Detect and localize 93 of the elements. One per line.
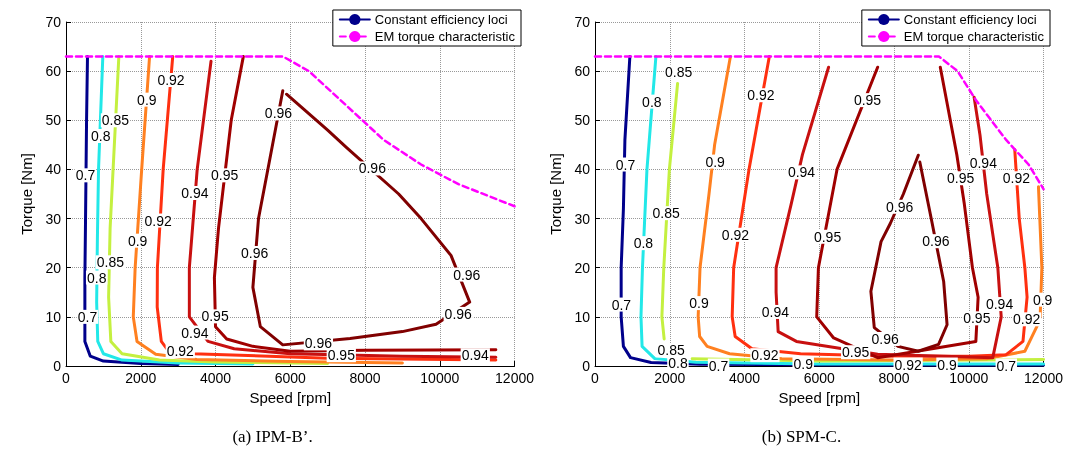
y-tick-label: 50 bbox=[45, 112, 62, 129]
annotation: 0.9 bbox=[689, 295, 709, 312]
text: (b) SPM-C. bbox=[761, 427, 842, 446]
x-tick-label: 12000 bbox=[1024, 370, 1064, 386]
annotation: 0.9 bbox=[793, 355, 814, 372]
annotation: 0.85 bbox=[96, 254, 125, 271]
y-tick-label: 10 bbox=[45, 308, 62, 325]
annotation: 0.7 bbox=[611, 296, 632, 313]
x-tick-label: 10000 bbox=[420, 370, 460, 386]
annotation: 0.95 bbox=[327, 347, 356, 364]
annotation: 0.8 bbox=[642, 93, 662, 110]
x-tick-label: 8000 bbox=[349, 370, 381, 386]
annotation: 0.96 bbox=[886, 198, 914, 215]
legend-label: EM torque characteristic bbox=[374, 29, 516, 44]
annotation: 0.92 bbox=[1012, 311, 1041, 328]
annotation: 0.96 bbox=[871, 330, 899, 347]
annotation: 0.8 bbox=[633, 235, 654, 252]
annotation: 0.7 bbox=[996, 357, 1017, 374]
annotation: 0.95 bbox=[813, 228, 842, 245]
annotation: 0.7 bbox=[77, 308, 98, 325]
legend-label: Constant efficiency loci bbox=[374, 12, 508, 27]
annotation: 0.94 bbox=[787, 164, 816, 181]
annotation: 0.95 bbox=[842, 344, 870, 361]
annotation: 0.96 bbox=[453, 266, 481, 283]
annotation: 0.94 bbox=[181, 185, 209, 202]
annotation: 0.7 bbox=[708, 357, 729, 374]
x-tick-label: 6000 bbox=[803, 370, 836, 386]
annotation: 0.94 bbox=[969, 154, 998, 171]
y-axis-title: Torque [Nm] bbox=[547, 153, 564, 235]
annotation: 0.92 bbox=[721, 226, 750, 243]
x-tick-label: 10000 bbox=[949, 370, 989, 386]
annotation: 0.85 bbox=[664, 63, 693, 80]
x-tick-label: 6000 bbox=[274, 370, 307, 386]
annotation: 0.92 bbox=[751, 347, 779, 364]
annotation: 0.94 bbox=[461, 347, 490, 364]
annotation: 0.85 bbox=[101, 112, 130, 129]
legend-label: Constant efficiency loci bbox=[903, 12, 1037, 27]
annotation: 0.95 bbox=[201, 308, 229, 325]
y-tick-label: 60 bbox=[574, 63, 591, 80]
annotation: 0.96 bbox=[358, 160, 387, 177]
y-tick-label: 0 bbox=[582, 358, 591, 374]
annotation: 0.96 bbox=[264, 105, 293, 122]
y-axis-title: Torque [Nm] bbox=[18, 153, 35, 235]
annotation: 0.94 bbox=[985, 296, 1014, 313]
annotation: 0.92 bbox=[166, 343, 195, 360]
annotation: 0.9 bbox=[937, 356, 957, 373]
y-tick-label: 40 bbox=[45, 161, 62, 178]
annotation: 0.92 bbox=[157, 71, 185, 88]
annotation: 0.95 bbox=[210, 167, 239, 184]
y-tick-label: 30 bbox=[45, 210, 62, 227]
legend-label: EM torque characteristic bbox=[903, 29, 1045, 44]
y-tick-label: 10 bbox=[574, 308, 591, 325]
x-tick-label: 2000 bbox=[654, 370, 686, 386]
annotation: 0.96 bbox=[922, 233, 950, 250]
x-tick-label: 12000 bbox=[495, 370, 535, 386]
annotation: 0.95 bbox=[963, 310, 991, 327]
annotation: 0.7 bbox=[75, 167, 96, 184]
annotation: 0.92 bbox=[894, 356, 922, 373]
y-tick-label: 20 bbox=[45, 259, 62, 276]
y-tick-label: 70 bbox=[45, 14, 62, 30]
annotation: 0.7 bbox=[615, 156, 636, 173]
annotation: 0.8 bbox=[86, 269, 107, 286]
x-tick-label: 4000 bbox=[728, 370, 761, 386]
annotation: 0.85 bbox=[652, 205, 680, 222]
annotation: 0.94 bbox=[181, 324, 209, 341]
y-tick-label: 0 bbox=[53, 358, 62, 374]
annotation: 0.94 bbox=[761, 303, 790, 320]
annotation: 0.96 bbox=[444, 305, 473, 322]
annotation: 0.8 bbox=[668, 354, 688, 371]
annotation: 0.9 bbox=[705, 153, 726, 170]
annotation: 0.95 bbox=[853, 92, 882, 109]
y-tick-label: 50 bbox=[574, 112, 591, 129]
annotation: 0.92 bbox=[1002, 170, 1031, 187]
annotation: 0.92 bbox=[144, 212, 172, 229]
x-tick-label: 8000 bbox=[878, 370, 910, 386]
x-tick-label: 4000 bbox=[199, 370, 232, 386]
x-tick-label: 2000 bbox=[125, 370, 157, 386]
y-tick-label: 70 bbox=[574, 14, 591, 30]
annotation: 0.96 bbox=[240, 244, 269, 261]
x-axis-title: Speed [rpm] bbox=[778, 389, 861, 406]
annotation: 0.9 bbox=[1032, 291, 1053, 308]
y-tick-label: 30 bbox=[574, 210, 591, 227]
y-tick-label: 60 bbox=[45, 63, 62, 80]
y-tick-label: 20 bbox=[574, 259, 591, 276]
x-axis-title: Speed [rpm] bbox=[249, 389, 332, 406]
annotation: 0.85 bbox=[657, 342, 686, 359]
annotation: 0.8 bbox=[91, 128, 111, 145]
annotation: 0.9 bbox=[137, 91, 157, 108]
annotation: 0.95 bbox=[946, 170, 975, 187]
y-tick-label: 40 bbox=[574, 161, 591, 178]
annotation: 0.92 bbox=[747, 87, 775, 104]
text: (a) IPM-B’. bbox=[232, 427, 313, 446]
annotation: 0.9 bbox=[127, 232, 148, 249]
